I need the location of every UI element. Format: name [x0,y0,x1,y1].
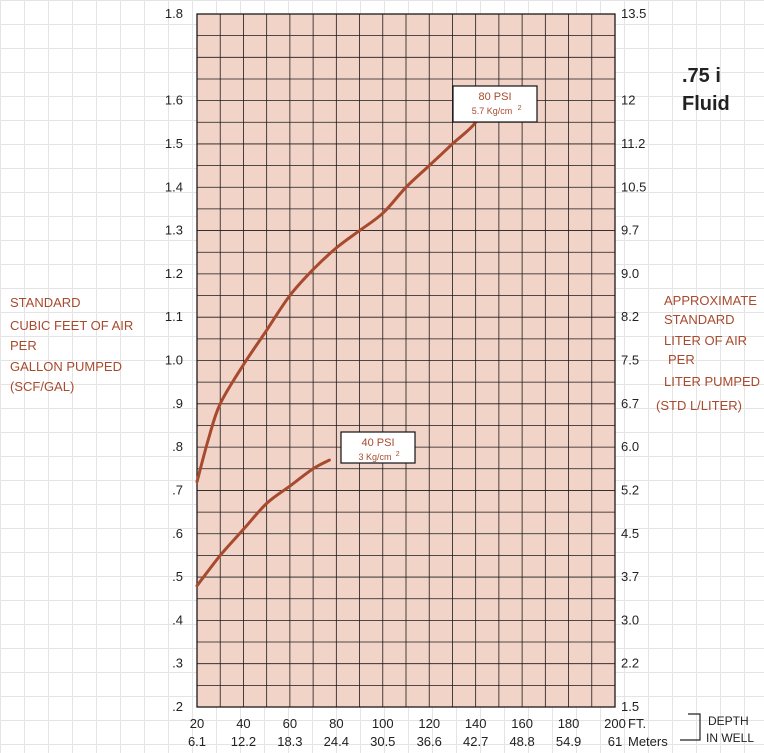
curve-label-name: 40 PSI [361,437,394,449]
left-label-line-1: STANDARD [10,295,81,310]
right-label-line-6: (STD L/LITER) [656,398,742,413]
y-tick-left: 1.1 [165,309,183,324]
y-tick-right: 3.7 [621,569,639,584]
y-tick-right: 5.2 [621,482,639,497]
right-label-line-1: APPROXIMATE [664,293,757,308]
y-tick-right: 11.2 [621,136,645,151]
y-tick-right: 13.5 [621,6,646,21]
curve-label-box [340,431,416,464]
x-tick-ft: 40 [236,716,250,731]
depth-line-1: DEPTH [708,714,749,728]
y-tick-left: .6 [172,526,183,541]
title-line-1: .75 i [682,65,721,87]
x-tick-m: 42.7 [463,734,488,749]
x-tick-ft: 160 [511,716,533,731]
left-label-line-3: PER [10,338,37,353]
curve-label-pressure: 3 Kg/cm [358,452,391,462]
y-tick-right: 9.0 [621,266,639,281]
y-tick-left: 1.4 [165,179,183,194]
curve-label-superscript: 2 [518,105,522,112]
y-tick-right: 8.2 [621,309,639,324]
y-tick-left: 1.2 [165,266,183,281]
title-line-2: Fluid [682,93,730,115]
curve-label-40-psi: 40 PSI 3 Kg/cm 2 [340,431,416,464]
curve-label-box [452,85,538,123]
x-tick-m: 12.2 [231,734,256,749]
curve-label-80-psi: 80 PSI 5.7 Kg/cm 2 [452,85,538,123]
y-tick-right: 12 [621,93,635,108]
x-tick-m: 24.4 [324,734,349,749]
x-tick-ft: 120 [418,716,440,731]
x-unit-ft: FT. [628,716,646,731]
y-tick-right: 2.2 [621,656,639,671]
y-tick-right: 6.0 [621,439,639,454]
x-tick-ft: 20 [190,716,204,731]
x-unit-m: Meters [628,734,668,749]
chart-title: .75 i Fluid [682,65,730,115]
depth-line-2: IN WELL [706,731,754,745]
right-label-line-3: LITER OF AIR [664,333,747,348]
curve-80-psi [195,99,485,484]
x-tick-m: 6.1 [188,734,206,749]
x-tick-m: 18.3 [277,734,302,749]
right-label-line-5: LITER PUMPED [664,374,760,389]
x-tick-ft: 180 [558,716,580,731]
y-tick-left: .3 [172,656,183,671]
depth-label: DEPTH IN WELL [680,713,754,745]
curves [195,99,485,588]
y-tick-left: .5 [172,569,183,584]
x-tick-m: 54.9 [556,734,581,749]
right-label-line-2: STANDARD [664,312,735,327]
y-tick-left: 1.5 [165,136,183,151]
left-label-line-2: CUBIC FEET OF AIR [10,318,133,333]
y-tick-right: 7.5 [621,353,639,368]
y-tick-right: 1.5 [621,699,639,714]
y-tick-right: 6.7 [621,396,639,411]
x-tick-ft: 140 [465,716,487,731]
curve-label-superscript: 2 [396,451,400,458]
y-tick-right: 9.7 [621,223,639,238]
x-tick-ft: 60 [283,716,297,731]
x-tick-m: 48.8 [509,734,534,749]
x-tick-ft: 200 [604,716,626,731]
curve-label-pressure: 5.7 Kg/cm [472,106,513,116]
depth-bracket [680,713,701,741]
x-tick-ft: 80 [329,716,343,731]
y-tick-left: 1.6 [165,93,183,108]
x-axis: 20 40 60 80 100 120 140 160 180 200 6.1 12.2 18.3 24.… [188,716,626,749]
left-axis-label: STANDARD CUBIC FEET OF AIR PER GALLON PU… [10,295,133,394]
x-tick-m: 30.5 [370,734,395,749]
y-axis-left: 1.8 1.6 1.5 1.4 1.3 1.2 1.1 1.0 .9 .8 .7 .6 .5 .4 .3 .2 [165,6,183,714]
y-tick-left: .7 [172,482,183,497]
y-tick-left: .9 [172,396,183,411]
x-tick-m: 36.6 [417,734,442,749]
left-label-line-5: (SCF/GAL) [10,379,74,394]
y-axis-right: 13.5 12 11.2 10.5 9.7 9.0 8.2 7.5 6.7 6.0 5.2 4.5 3.… [621,6,646,714]
y-tick-left: 1.3 [165,223,183,238]
curve-40-psi [195,458,331,588]
curve-label-name: 80 PSI [478,91,511,103]
y-tick-left: .8 [172,439,183,454]
right-axis-label: APPROXIMATE STANDARD LITER OF AIR PER LI… [656,293,760,413]
x-axis-units: FT. Meters [628,716,668,749]
y-tick-left: 1.0 [165,353,183,368]
y-tick-left: .4 [172,612,183,627]
y-tick-right: 4.5 [621,526,639,541]
y-tick-right: 3.0 [621,612,639,627]
x-tick-m: 61 [608,734,622,749]
right-label-line-4: PER [668,352,695,367]
y-tick-left: .2 [172,699,183,714]
left-label-line-4: GALLON PUMPED [10,359,122,374]
grid-lines [197,14,615,707]
y-tick-right: 10.5 [621,179,646,194]
x-tick-ft: 100 [372,716,394,731]
y-tick-left: 1.8 [165,6,183,21]
